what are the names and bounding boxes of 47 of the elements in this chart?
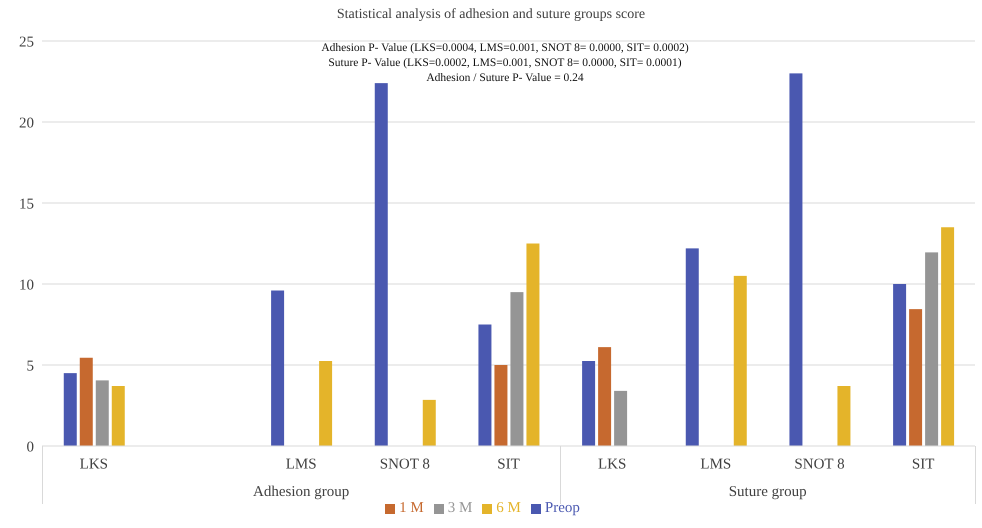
x-tick-label: LMS	[286, 456, 317, 473]
bar	[909, 309, 922, 446]
x-tick-label: SIT	[497, 456, 520, 473]
y-tick-label: 25	[19, 34, 34, 50]
bar	[941, 227, 954, 446]
bar	[80, 358, 93, 446]
bar	[734, 276, 747, 446]
y-tick-label: 10	[19, 277, 34, 294]
legend-label: 3 M	[448, 500, 472, 516]
chart-title: Statistical analysis of adhesion and suture groups score	[336, 7, 646, 23]
bar	[422, 400, 436, 446]
legend-label: Preop	[544, 500, 580, 516]
y-tick-label: 0	[26, 439, 34, 456]
y-tick-label: 20	[19, 115, 34, 132]
annotation: Adhesion / Suture P- Value = 0.24	[425, 72, 585, 84]
bar	[925, 252, 938, 446]
bar	[837, 386, 850, 446]
legend-label: 6 M	[496, 500, 521, 516]
bar	[686, 248, 699, 446]
bar	[510, 292, 524, 446]
bar	[582, 360, 596, 446]
annotation: Adhesion P- Value (LKS=0.0004, LMS=0.001, SNOT 8= 0.0000, SIT= 0.0002)	[320, 42, 690, 54]
x-tick-label: LKS	[598, 456, 626, 473]
bar	[598, 347, 612, 446]
bar	[478, 324, 492, 446]
y-tick-label: 15	[19, 196, 34, 212]
legend-label: 1 M	[399, 500, 424, 516]
text: Suture group	[728, 484, 808, 501]
x-tick-label: SIT	[912, 456, 934, 473]
bar	[494, 365, 508, 446]
text: Adhesion group	[252, 484, 350, 501]
bar	[271, 290, 284, 446]
bar	[789, 73, 802, 446]
bar	[96, 380, 109, 446]
bar	[64, 373, 77, 446]
y-tick-label: 5	[26, 358, 34, 374]
annotation: Suture P- Value (LKS=0.0002, LMS=0.001, SNOT 8= 0.0000, SIT= 0.0001)	[327, 57, 683, 69]
bar	[112, 386, 125, 446]
bar	[319, 360, 332, 446]
bar	[526, 244, 540, 446]
bar	[374, 83, 388, 446]
x-tick-label: SNOT 8	[794, 456, 845, 473]
x-tick-label: LKS	[80, 456, 108, 473]
x-tick-label: LMS	[700, 456, 732, 473]
x-tick-label: SNOT 8	[380, 456, 430, 473]
bar	[893, 284, 906, 446]
bar	[614, 390, 628, 446]
